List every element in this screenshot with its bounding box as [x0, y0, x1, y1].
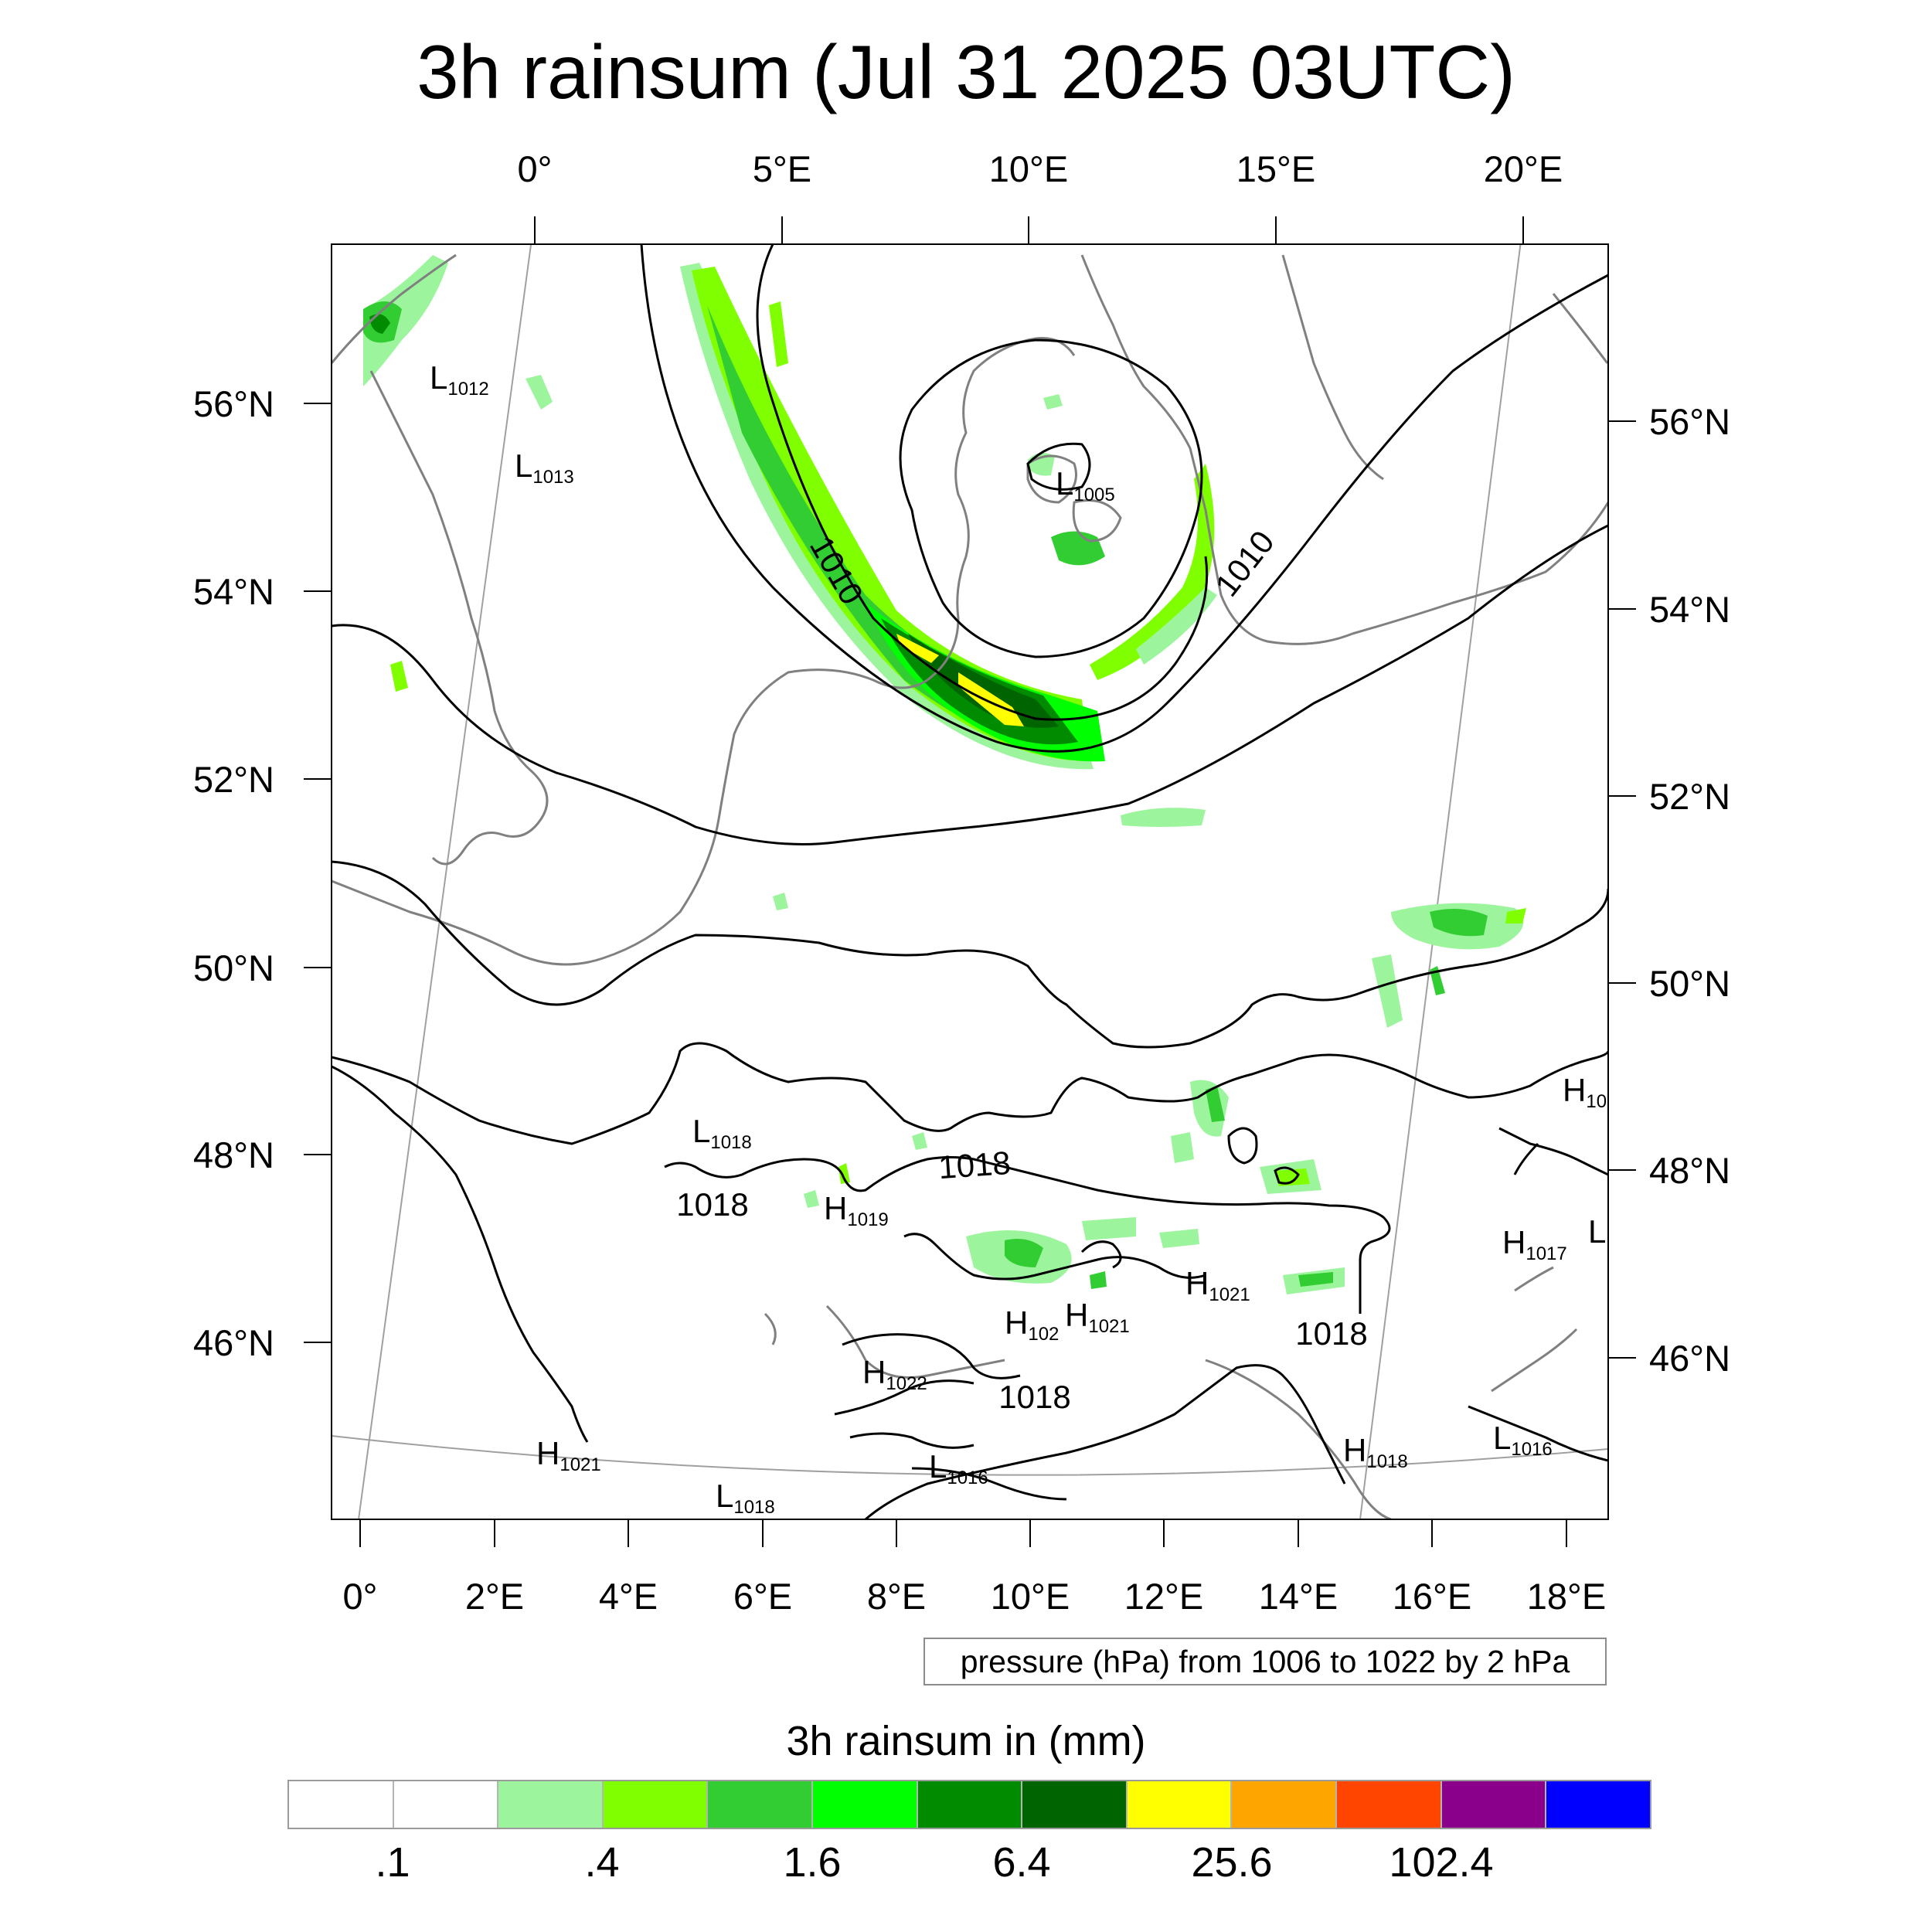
pressure-center: H1021	[1065, 1297, 1130, 1337]
isobar-1016	[332, 1042, 1608, 1145]
contour-label: 1018	[998, 1379, 1070, 1415]
pressure-center: H1019	[824, 1190, 889, 1230]
pressure-center: L1016	[929, 1448, 988, 1488]
left-lat-label: 56°N	[193, 383, 274, 424]
colorbar-tick-label: 102.4	[1389, 1839, 1494, 1886]
chart-title: 3h rainsum (Jul 31 2025 03UTC)	[417, 29, 1515, 114]
rain-core-darkest	[908, 634, 1059, 728]
isobar-1010	[640, 244, 1608, 753]
colorbar	[287, 1780, 1651, 1829]
top-lon-label: 10°E	[989, 148, 1068, 189]
pressure-center: H1022	[862, 1354, 927, 1394]
colorbar-swatch	[393, 1781, 499, 1828]
map-frame	[332, 244, 1608, 1519]
bottom-lon-label: 12°E	[1124, 1576, 1203, 1617]
colorbar-tick-label: .1	[375, 1839, 410, 1886]
pressure-center: L1016	[1493, 1420, 1553, 1460]
colorbar-swatch	[708, 1781, 814, 1828]
right-lat-label: 46°N	[1649, 1338, 1730, 1379]
left-lat-label: 54°N	[193, 571, 274, 612]
pressure-center: L1012	[430, 359, 489, 400]
bottom-lon-label: 8°E	[867, 1576, 926, 1617]
colorbar-tick-label: 6.4	[992, 1839, 1051, 1886]
top-lon-label: 20°E	[1484, 148, 1563, 189]
bottom-lon-label: 4°E	[599, 1576, 658, 1617]
contour-label: 1018	[937, 1145, 1012, 1185]
bottom-lon-label: 10°E	[991, 1576, 1070, 1617]
pressure-center: H1017	[1502, 1224, 1567, 1264]
colorbar-swatch	[1546, 1781, 1650, 1828]
top-lon-label: 15°E	[1236, 148, 1315, 189]
bottom-lon-label: 16°E	[1393, 1576, 1471, 1617]
contour-label: 1018	[1295, 1315, 1367, 1352]
colorbar-tick-label: 25.6	[1191, 1839, 1273, 1886]
pressure-center: H1018	[1343, 1432, 1408, 1472]
pressure-center: L1018	[692, 1113, 752, 1153]
colorbar-tick-label: 1.6	[783, 1839, 842, 1886]
right-lat-label: 54°N	[1649, 589, 1730, 630]
colorbar-swatch	[1127, 1781, 1233, 1828]
colorbar-tick-label: .4	[584, 1839, 620, 1886]
pressure-center-partial: H10	[1563, 1072, 1607, 1112]
tick-marks	[304, 216, 1636, 1547]
left-lat-label: 50°N	[193, 947, 274, 988]
isobar-1018-west	[332, 1065, 589, 1443]
right-lat-label: 56°N	[1649, 401, 1730, 442]
pressure-center: H1021	[1185, 1265, 1250, 1305]
colorbar-swatch	[917, 1781, 1023, 1828]
pressure-center: H1021	[536, 1435, 601, 1475]
isobar-1018-center	[664, 1156, 1391, 1314]
bottom-lon-label: 2°E	[465, 1576, 524, 1617]
bottom-lon-label: 18°E	[1527, 1576, 1606, 1617]
right-lat-label: 50°N	[1649, 963, 1730, 1004]
pressure-center: L1013	[515, 447, 574, 488]
colorbar-swatch	[1232, 1781, 1338, 1828]
isobar-1014	[332, 860, 1608, 1049]
top-lon-label: 0°	[518, 148, 553, 189]
colorbar-swatch	[289, 1781, 394, 1828]
pressure-center-partial: L	[1588, 1213, 1606, 1250]
pressure-center-partial: H102	[1005, 1304, 1059, 1345]
colorbar-swatch	[1337, 1781, 1442, 1828]
isobar-1012	[332, 524, 1608, 845]
left-lat-label: 52°N	[193, 759, 274, 800]
right-lat-label: 52°N	[1649, 776, 1730, 817]
left-lat-label: 46°N	[193, 1322, 274, 1363]
pressure-center: L1005	[1056, 465, 1115, 505]
colorbar-swatch	[1022, 1781, 1128, 1828]
colorbar-swatch	[813, 1781, 918, 1828]
contour-label: 1018	[676, 1186, 748, 1223]
right-lat-label: 48°N	[1649, 1150, 1730, 1191]
colorbar-swatch	[603, 1781, 709, 1828]
bottom-lon-label: 0°	[343, 1576, 378, 1617]
colorbar-swatch	[1441, 1781, 1547, 1828]
bottom-lon-label: 14°E	[1259, 1576, 1338, 1617]
top-lon-label: 5°E	[753, 148, 811, 189]
contour-info-box: pressure (hPa) from 1006 to 1022 by 2 hP…	[923, 1638, 1607, 1685]
left-lat-label: 48°N	[193, 1134, 274, 1175]
bottom-lon-label: 6°E	[733, 1576, 792, 1617]
isobars	[332, 244, 1608, 1519]
colorbar-swatch	[498, 1781, 604, 1828]
pressure-center: L1018	[716, 1478, 775, 1518]
colorbar-title: 3h rainsum in (mm)	[786, 1718, 1146, 1764]
